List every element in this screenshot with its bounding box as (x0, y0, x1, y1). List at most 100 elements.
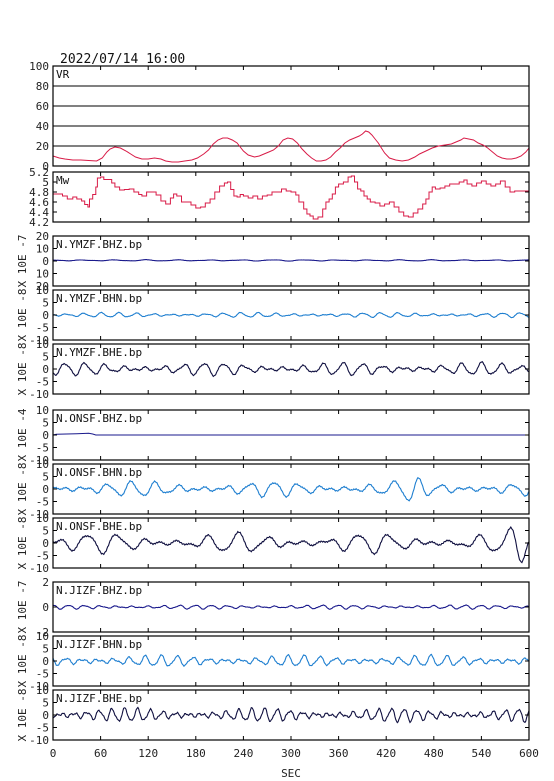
y-axis-label-jizf-bhe: X 10E -8 (16, 689, 29, 742)
y-tick-label: 5 (42, 176, 49, 189)
panel-label-jizf-bhn: N.JIZF.BHN.bp (56, 638, 142, 651)
series-line-ymzf-bhn (52, 311, 530, 319)
series-line-jizf-bhn (52, 653, 530, 667)
y-tick-label: 5 (42, 471, 49, 484)
y-tick-label: -10 (29, 388, 49, 401)
y-tick-label: 5 (42, 643, 49, 656)
panel-label-ymzf-bhz: N.YMZF.BHZ.bp (56, 238, 142, 251)
y-tick-label: 4.8 (29, 186, 49, 199)
series-line-vr (52, 130, 530, 163)
y-tick-label: 0 (42, 255, 49, 268)
y-tick-label: 4.4 (29, 206, 49, 219)
x-tick-label: 420 (376, 747, 396, 760)
panel-label-ymzf-bhe: N.YMZF.BHE.bp (56, 346, 142, 359)
y-tick-label: 0 (42, 709, 49, 722)
y-tick-label: 0 (42, 655, 49, 668)
x-axis: 0 60 120 180 240 300 360 420 480 540 600 (50, 747, 539, 760)
y-tick-label: 4.6 (29, 196, 49, 209)
y-tick-label: -5 (36, 550, 49, 563)
y-axis-label-onsf-bhe: X 10E -8 (16, 517, 29, 570)
y-tick-label: 0 (42, 429, 49, 442)
y-tick-label: -10 (29, 454, 49, 467)
x-tick-label: 600 (519, 747, 539, 760)
x-tick-label: 60 (94, 747, 107, 760)
series-line-onsf-bhe (52, 526, 530, 564)
y-tick-label: -5 (36, 442, 49, 455)
x-tick-label: 540 (471, 747, 491, 760)
panel-label-jizf-bhe: N.JIZF.BHE.bp (56, 692, 142, 705)
y-tick-label: 10 (36, 268, 49, 281)
y-tick-label: -10 (29, 508, 49, 521)
y-tick-label: 10 (36, 404, 49, 417)
y-tick-label: 0 (42, 483, 49, 496)
y-tick-label: 0 (42, 160, 49, 173)
y-tick-label: 0 (42, 537, 49, 550)
y-tick-label: 5 (42, 525, 49, 538)
y-tick-label: 5.2 (29, 166, 49, 179)
y-tick-label: -5 (36, 496, 49, 509)
panel-jizf-bhz: 2 0 -2 N.JIZF.BHZ.bp X 10E -7 (16, 576, 530, 639)
x-tick-label: 120 (138, 747, 158, 760)
x-tick-label: 300 (281, 747, 301, 760)
series-line-jizf-bhe (52, 706, 530, 724)
y-tick-label: 5 (42, 351, 49, 364)
y-tick-label: 10 (36, 458, 49, 471)
y-tick-label: 10 (36, 338, 49, 351)
y-tick-label: 60 (36, 100, 49, 113)
y-tick-label: -5 (36, 668, 49, 681)
y-axis-label-ymzf-bhe: X 10E -8 (16, 343, 29, 396)
x-tick-label: 180 (186, 747, 206, 760)
y-tick-label: -5 (36, 376, 49, 389)
y-tick-label: -5 (36, 322, 49, 335)
y-axis-label-onsf-bhz: X 10E -4 (16, 408, 29, 461)
y-tick-label: 5 (42, 697, 49, 710)
y-tick-label: 5 (42, 297, 49, 310)
y-tick-label: 20 (36, 230, 49, 243)
chart-timestamp: 2022/07/14 16:00 (60, 52, 185, 67)
panel-mw: 5.254.84.64.44.2 Mw (29, 166, 530, 229)
y-axis-label-jizf-bhn: X 10E -8 (16, 635, 29, 688)
y-tick-label: 20 (36, 140, 49, 153)
x-tick-label: 240 (233, 747, 253, 760)
x-axis-label: SEC (281, 767, 301, 780)
y-tick-label: 5 (42, 417, 49, 430)
panel-label-ymzf-bhn: N.YMZF.BHN.bp (56, 292, 142, 305)
panel-frame (52, 171, 530, 223)
panels-group: 100806040200VR5.254.84.64.44.2Mw20100102… (16, 60, 530, 747)
panel-label-vr: VR (56, 68, 70, 81)
y-tick-label: 10 (36, 284, 49, 297)
panel-vr: 100 80 60 40 20 0 VR (29, 60, 530, 173)
y-tick-label: 4.2 (29, 216, 49, 229)
y-tick-label: 10 (36, 243, 49, 256)
y-tick-label: -5 (36, 722, 49, 735)
x-tick-label: 0 (50, 747, 57, 760)
y-axis-label-ymzf-bhz: X 10E -7 (16, 235, 29, 288)
series-line-ymzf-bhe (52, 360, 530, 378)
y-tick-label: 10 (36, 512, 49, 525)
series-line-ymzf-bhz (52, 259, 529, 262)
y-tick-label: -10 (29, 680, 49, 693)
y-tick-label: 40 (36, 120, 49, 133)
y-tick-label: 0 (42, 309, 49, 322)
y-tick-label: 20 (36, 280, 49, 293)
y-tick-label: -2 (36, 626, 49, 639)
x-tick-label: 360 (329, 747, 349, 760)
panel-frame (52, 65, 530, 167)
y-tick-label: 0 (42, 363, 49, 376)
y-tick-label: -10 (29, 562, 49, 575)
y-tick-label: -10 (29, 734, 49, 747)
panel-label-onsf-bhn: N.ONSF.BHN.bp (56, 466, 142, 479)
series-line-onsf-bhz (52, 432, 529, 436)
panel-label-mw: Mw (56, 174, 70, 187)
series-line-mw (53, 175, 529, 220)
series-line-onsf-bhn (52, 476, 530, 502)
